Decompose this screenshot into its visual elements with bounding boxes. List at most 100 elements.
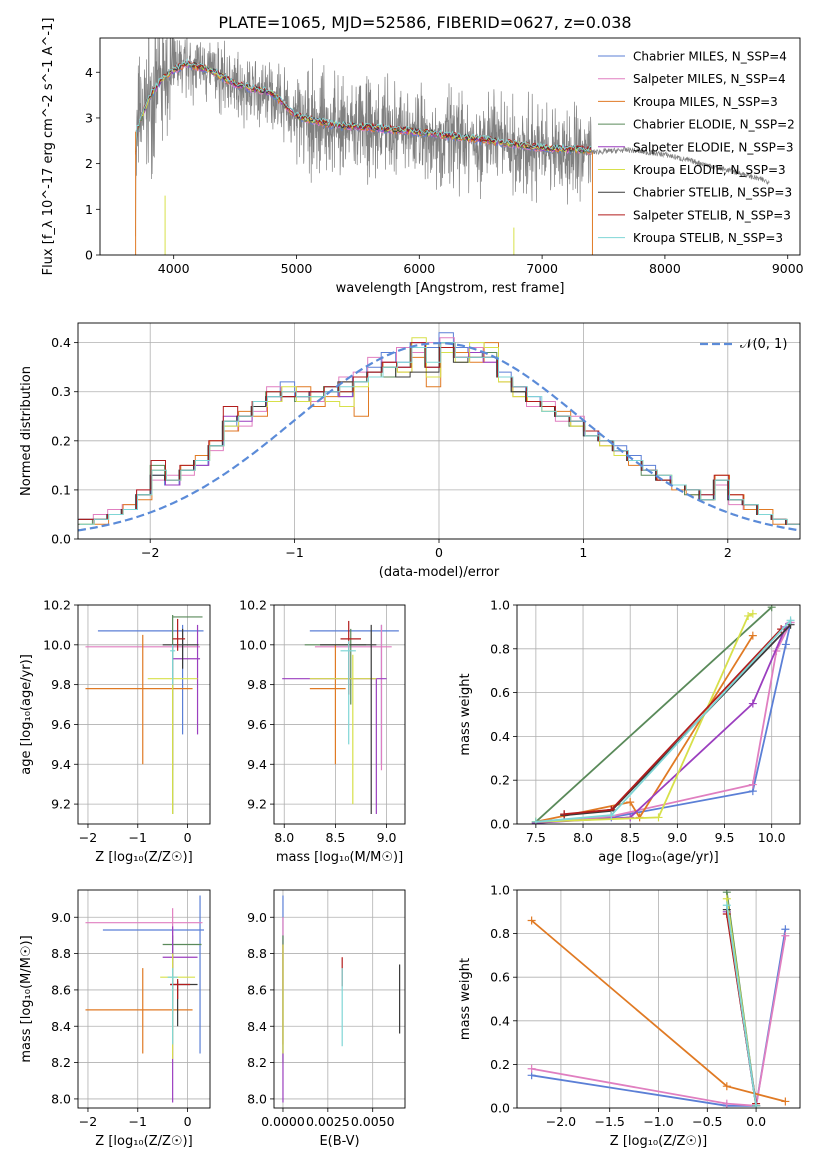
- spectrum-xtick-label: 6000: [403, 261, 435, 276]
- age-vs-z-ytick-label: 9.4: [51, 757, 71, 772]
- residuals-xtick-label: −1: [285, 545, 303, 560]
- mass-weight-line: [535, 626, 787, 824]
- model-spectrum-line: [135, 58, 592, 152]
- residuals-ylabel: Normed distribution: [19, 366, 34, 496]
- mass-weight-vs-age-lines: [531, 605, 795, 824]
- mass-weight-marker: [748, 699, 757, 708]
- mass-weight-vs-age-ytick-label: 0.0: [490, 817, 510, 832]
- mass-vs-ebv-ytick-label: 9.0: [247, 910, 267, 925]
- mass-weight-marker: [781, 1097, 790, 1106]
- mass-weight-line: [531, 935, 787, 1107]
- mass-weight-vs-z-frame: [516, 889, 801, 1109]
- mass-vs-z-ytick-label: 8.0: [51, 1091, 71, 1106]
- normal-curve: [78, 342, 800, 532]
- residuals-frame: [77, 322, 801, 540]
- mass-vs-z-ytick-label: 8.6: [51, 982, 71, 997]
- spectrum-lines: [135, 38, 770, 255]
- mass-weight-vs-z-ytick-label: 0.4: [490, 1013, 510, 1028]
- age-vs-mass-ytick-label: 9.2: [247, 797, 267, 812]
- spectrum-ytick-label: 0: [85, 248, 93, 263]
- age-vs-z-xlabel: Z [log₁₀(Z/Z☉)]: [95, 850, 192, 865]
- age-vs-mass-xlabel: mass [log₁₀(M/M☉)]: [276, 850, 403, 865]
- mass-weight-vs-z-xtick-label: −1.0: [643, 1114, 673, 1129]
- residuals-ytick-label: 0.2: [51, 433, 71, 448]
- mass-vs-z-axes: [74, 890, 210, 1112]
- mass-weight-marker: [626, 798, 635, 807]
- mass-weight-vs-z-xtick-label: −0.5: [692, 1114, 722, 1129]
- mass-weight-marker: [748, 780, 757, 789]
- mass-weight-vs-age-xlabel: age [log₁₀(age/yr)]: [598, 850, 719, 865]
- legend-label: Chabrier MILES, N_SSP=4: [633, 50, 787, 64]
- mass-vs-z-points: [85, 895, 205, 1103]
- age-vs-mass-xtick-label: 9.0: [377, 830, 397, 845]
- residuals-ytick-label: 0.0: [51, 532, 71, 547]
- residuals-xtick-label: 0: [435, 545, 443, 560]
- age-vs-mass-ytick-label: 10.2: [239, 598, 267, 613]
- mass-vs-z-frame: [77, 889, 211, 1109]
- age-vs-mass-ytick-label: 9.4: [247, 757, 267, 772]
- mass-vs-ebv-ytick-label: 8.8: [247, 946, 267, 961]
- mass-weight-marker: [654, 813, 663, 822]
- age-vs-mass-frame: [273, 604, 406, 825]
- mass-weight-marker: [767, 605, 776, 612]
- mass-vs-z-ytick-label: 9.0: [51, 910, 71, 925]
- mass-vs-ebv-xtick-label: 0.0050: [351, 1114, 395, 1129]
- mass-weight-vs-age-frame: [516, 604, 801, 825]
- mass-vs-ebv-ytick-label: 8.4: [247, 1019, 267, 1034]
- figure-title: PLATE=1065, MJD=52586, FIBERID=0627, z=0…: [218, 13, 631, 32]
- residuals-ytick-label: 0.4: [51, 335, 71, 350]
- age-vs-mass-ytick-label: 10.0: [239, 637, 267, 652]
- mass-vs-ebv-xtick-label: 0.0025: [306, 1114, 350, 1129]
- mass-weight-vs-age-ytick-label: 0.2: [490, 773, 510, 788]
- age-vs-z-ytick-label: 9.2: [51, 797, 71, 812]
- age-vs-mass-xtick-label: 8.0: [274, 830, 294, 845]
- mass-weight-marker: [607, 811, 616, 820]
- mass-weight-vs-z-xtick-label: −2.0: [546, 1114, 576, 1129]
- mass-weight-marker: [527, 1064, 536, 1073]
- mass-weight-vs-age-xtick-label: 8.5: [620, 830, 640, 845]
- age-vs-z-xtick-label: 0: [184, 830, 192, 845]
- mass-vs-z-xtick-label: −2: [79, 1114, 97, 1129]
- mass-weight-marker: [527, 916, 536, 925]
- mass-weight-marker: [748, 631, 757, 640]
- mass-weight-marker: [781, 931, 790, 940]
- mass-weight-line: [535, 606, 773, 823]
- residuals-ytick-label: 0.3: [51, 384, 71, 399]
- age-vs-z-ytick-label: 9.6: [51, 717, 71, 732]
- mass-weight-vs-age-axes: [513, 604, 800, 828]
- spectrum-xtick-label: 8000: [649, 261, 681, 276]
- mass-weight-vs-age-xtick-label: 10.0: [758, 830, 786, 845]
- mass-weight-marker: [722, 1099, 731, 1108]
- spectrum-frame: [99, 37, 801, 256]
- age-vs-z-ytick-label: 10.0: [43, 637, 71, 652]
- residual-histograms: [78, 332, 800, 532]
- mass-vs-z-ylabel: mass [log₁₀(M/M☉)]: [19, 935, 34, 1062]
- mass-weight-marker: [748, 609, 757, 618]
- mass-weight-vs-age-ytick-label: 0.4: [490, 729, 510, 744]
- age-vs-z-ylabel: age [log₁₀(age/yr)]: [19, 654, 34, 775]
- mass-weight-marker: [786, 616, 795, 625]
- mass-vs-ebv-xtick-label: 0.0000: [261, 1114, 305, 1129]
- mass-weight-vs-age-ytick-label: 0.6: [490, 685, 510, 700]
- age-vs-z-ytick-label: 9.8: [51, 677, 71, 692]
- age-vs-z-points: [85, 614, 204, 815]
- age-vs-z-ytick-label: 10.2: [43, 598, 71, 613]
- age-vs-z-frame: [77, 604, 211, 825]
- mass-vs-ebv-xlabel: E(B-V): [319, 1134, 359, 1149]
- mass-weight-vs-z-ytick-label: 0.6: [490, 970, 510, 985]
- mass-vs-z-xtick-label: 0: [184, 1114, 192, 1129]
- mass-vs-ebv-axes: [270, 890, 405, 1112]
- spectrum-xtick-label: 5000: [281, 261, 313, 276]
- mass-weight-vs-age-xtick-label: 7.5: [526, 830, 546, 845]
- mass-vs-z-ytick-label: 8.2: [51, 1055, 71, 1070]
- mass-weight-vs-z-ytick-label: 1.0: [490, 883, 510, 898]
- age-vs-mass-ytick-label: 9.8: [247, 677, 267, 692]
- residuals-xtick-label: 1: [579, 545, 587, 560]
- mass-weight-vs-z-xlabel: Z [log₁₀(Z/Z☉)]: [610, 1134, 707, 1149]
- mass-weight-vs-age-ytick-label: 0.8: [490, 641, 510, 656]
- residuals-xtick-label: 2: [724, 545, 732, 560]
- mass-weight-vs-z-xtick-label: 0.0: [746, 1114, 766, 1129]
- residuals-ytick-label: 0.1: [51, 482, 71, 497]
- residuals-xtick-label: −2: [141, 545, 159, 560]
- mass-weight-vs-age-xtick-label: 9.0: [667, 830, 687, 845]
